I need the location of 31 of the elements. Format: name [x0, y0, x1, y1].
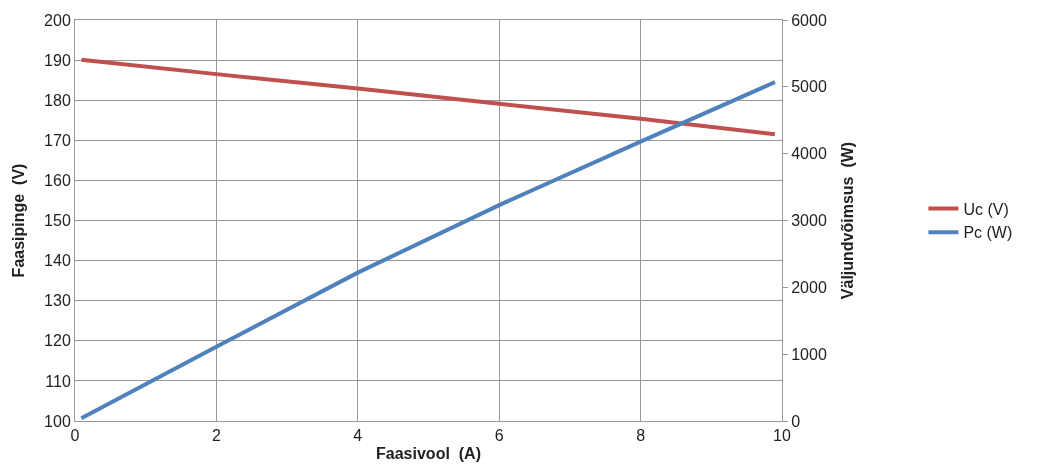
y-tick-label: 140: [44, 252, 71, 270]
y-tick-label: 170: [44, 131, 71, 149]
y-axis-title: Faasipinge (V): [10, 163, 27, 278]
legend-label: Uc (V): [963, 200, 1009, 218]
y-tick-label: 120: [44, 332, 71, 350]
x-tick-label: 8: [636, 427, 646, 445]
x-tick-label: 6: [494, 427, 504, 445]
y2-axis-title: Väljundvõimsus (W): [838, 141, 856, 300]
y2-tick-label: 4000: [791, 145, 827, 163]
y2-tick-label: 6000: [791, 11, 827, 29]
legend-label: Pc (W): [963, 224, 1013, 242]
y-tick-label: 160: [44, 172, 71, 189]
y-tick-label: 190: [44, 51, 71, 69]
y-tick-label: 130: [44, 292, 71, 310]
y2-tick-label: 2000: [791, 278, 827, 296]
x-tick-label: 10: [773, 427, 791, 445]
x-tick-label: 0: [70, 427, 80, 445]
x-axis-title: Faasivool (A): [376, 444, 481, 462]
y2-tick-label: 5000: [791, 78, 827, 96]
y-tick-label: 150: [44, 212, 71, 230]
y-tick-label: 200: [44, 11, 71, 29]
y-tick-label: 100: [44, 412, 71, 430]
line-series: [79, 57, 777, 137]
line-series: [79, 80, 777, 421]
y2-tick-label: 3000: [791, 212, 827, 230]
y2-tick-label: 0: [791, 412, 801, 430]
y-tick-label: 180: [44, 91, 71, 109]
x-tick-label: 4: [353, 427, 363, 445]
y2-tick-label: 1000: [791, 345, 827, 363]
x-tick-label: 2: [211, 427, 221, 445]
y-tick-label: 110: [45, 372, 71, 390]
